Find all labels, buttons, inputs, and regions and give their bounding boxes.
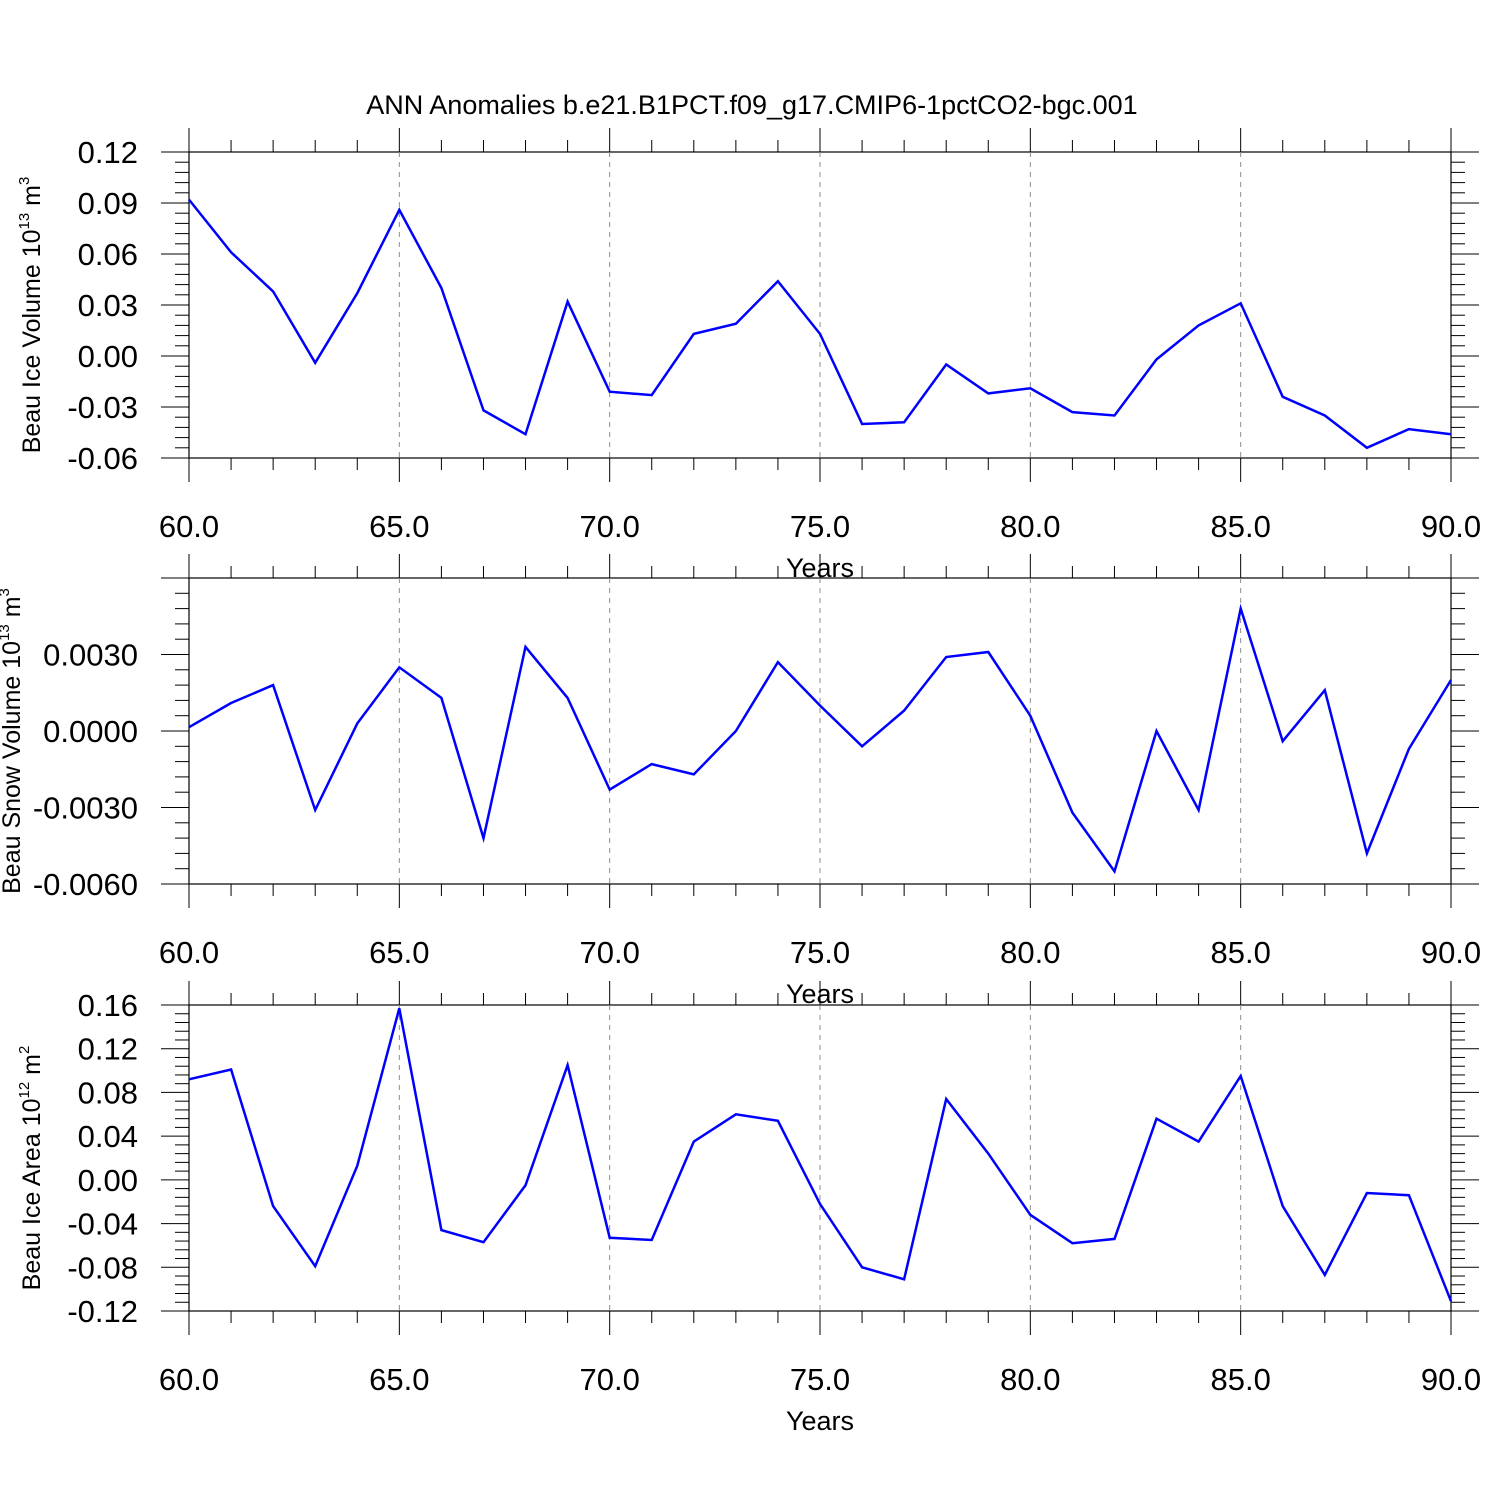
y-axis-label-unit: m <box>18 1054 46 1082</box>
y-axis-label-text: Beau Snow Volume 10 <box>0 641 26 894</box>
chart-title: ANN Anomalies b.e21.B1PCT.f09_g17.CMIP6-… <box>366 90 1137 120</box>
x-tick-label: 70.0 <box>579 509 639 544</box>
x-tick-label: 90.0 <box>1421 1362 1481 1397</box>
x-tick-label: 85.0 <box>1210 509 1270 544</box>
x-tick-label: 75.0 <box>790 935 850 970</box>
x-tick-label: 65.0 <box>369 935 429 970</box>
y-tick-label: -0.12 <box>67 1294 138 1329</box>
y-tick-label: 0.03 <box>78 288 138 323</box>
y-axis-label-exponent: 13 <box>16 213 33 230</box>
y-axis-label-unit-exponent: 3 <box>0 588 13 596</box>
y-tick-label: 0.04 <box>78 1119 138 1154</box>
x-tick-label: 90.0 <box>1421 509 1481 544</box>
y-tick-label: 0.08 <box>78 1075 138 1110</box>
y-tick-label: 0.0030 <box>43 638 138 673</box>
y-tick-label: 0.0000 <box>43 714 138 749</box>
panel-3: 60.0 65.0 70.0 75.0 80.0 85.0 90.0 Years 0.16 0.1… <box>16 981 1481 1436</box>
y-axis-label: Beau Snow Volume 1013 m3 <box>0 588 26 894</box>
x-tick-label: 75.0 <box>790 509 850 544</box>
y-axis-label: Beau Ice Volume 1013 m3 <box>16 177 46 454</box>
x-tick-label: 75.0 <box>790 1362 850 1397</box>
x-tick-label: 65.0 <box>369 1362 429 1397</box>
y-tick-label: 0.12 <box>78 135 138 170</box>
y-axis-label-text: Beau Ice Area 10 <box>18 1099 46 1291</box>
x-tick-label: 65.0 <box>369 509 429 544</box>
x-tick-label: 85.0 <box>1210 935 1270 970</box>
y-tick-label: 0.00 <box>78 1163 138 1198</box>
x-tick-label: 80.0 <box>1000 935 1060 970</box>
series-line <box>188 198 1452 450</box>
series-line <box>188 603 1453 875</box>
series-line <box>188 1007 1453 1302</box>
y-tick-label: -0.0060 <box>33 867 138 902</box>
y-axis-label-exponent: 13 <box>0 624 13 641</box>
y-axis-label-unit-exponent: 3 <box>16 177 33 185</box>
y-axis-label-unit-exponent: 2 <box>16 1046 33 1054</box>
y-axis-label-unit: m <box>18 185 46 213</box>
x-axis-label: Years <box>786 1406 854 1436</box>
x-tick-label: 70.0 <box>579 1362 639 1397</box>
x-tick-label: 80.0 <box>1000 509 1060 544</box>
y-axis-label-exponent: 12 <box>16 1082 33 1099</box>
y-tick-label: -0.0030 <box>33 791 138 826</box>
panels: 60.0 65.0 70.0 75.0 80.0 85.0 90.0 Years 0.12 0.0… <box>0 128 1481 1436</box>
y-tick-label: 0.06 <box>78 237 138 272</box>
x-tick-label: 60.0 <box>159 935 219 970</box>
panel-1: 60.0 65.0 70.0 75.0 80.0 85.0 90.0Years0.120.0… <box>16 128 1481 583</box>
y-axis-label-unit: m <box>0 596 26 624</box>
y-tick-label: -0.04 <box>67 1207 138 1242</box>
y-tick-label: 0.12 <box>78 1032 138 1067</box>
y-tick-label: -0.08 <box>67 1250 138 1285</box>
x-tick-label: 80.0 <box>1000 1362 1060 1397</box>
panel-2: 60.0 65.0 70.0 75.0 80.0 85.0 90.0Years0.00300… <box>0 554 1481 1009</box>
y-tick-label: 0.00 <box>78 339 138 374</box>
x-tick-label: 90.0 <box>1421 935 1481 970</box>
x-tick-label: 85.0 <box>1210 1362 1270 1397</box>
y-tick-label: 0.16 <box>78 988 138 1023</box>
x-tick-label: 60.0 <box>159 1362 219 1397</box>
y-tick-label: -0.03 <box>67 390 138 425</box>
y-axis-label-text: Beau Ice Volume 10 <box>18 230 46 454</box>
x-tick-label: 70.0 <box>579 935 639 970</box>
y-tick-label: -0.06 <box>67 441 138 476</box>
y-axis-label: Beau Ice Area 1012 m2 <box>16 1046 46 1291</box>
x-tick-label: 60.0 <box>159 509 219 544</box>
y-tick-label: 0.09 <box>78 186 138 221</box>
